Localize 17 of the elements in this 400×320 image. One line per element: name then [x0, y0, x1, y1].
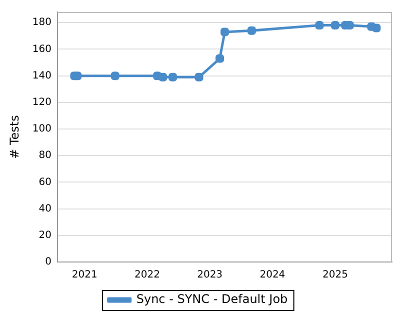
legend-label: Sync - SYNC - Default Job: [136, 292, 288, 306]
y-tick-label: 120: [32, 97, 52, 108]
y-tick-label: 160: [32, 44, 52, 55]
y-tick-label: 100: [32, 124, 52, 135]
y-tick-label: 60: [38, 176, 52, 188]
x-tick-label: 2025: [322, 270, 348, 281]
y-tick-label: 20: [38, 230, 52, 241]
y-tick-label: 80: [38, 150, 52, 162]
x-tick-label: 2024: [260, 270, 286, 281]
x-tick-label: 2023: [197, 270, 223, 281]
y-tick-label: 40: [38, 203, 52, 214]
x-tick-label: 2022: [134, 270, 160, 281]
y-tick-label: 140: [32, 70, 52, 82]
y-tick-label: 0: [45, 256, 52, 268]
y-tick-label: 180: [32, 17, 52, 28]
x-tick-label: 2021: [72, 270, 98, 281]
y-axis-title: # Tests: [7, 115, 22, 159]
